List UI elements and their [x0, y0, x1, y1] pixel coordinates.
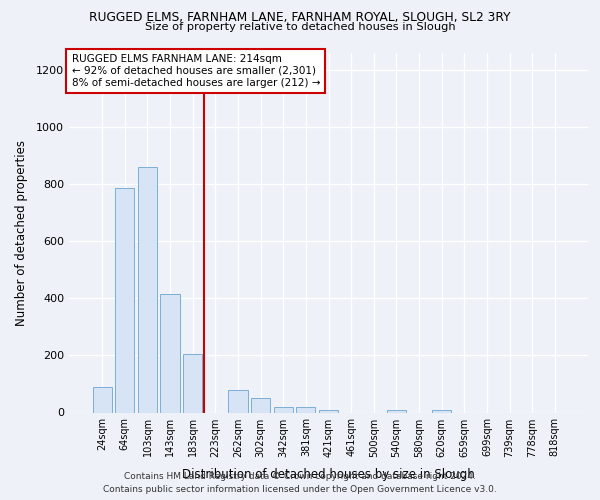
Y-axis label: Number of detached properties: Number of detached properties	[14, 140, 28, 326]
Bar	[432, 410, 451, 412]
Bar	[92, 387, 112, 412]
Bar	[387, 410, 406, 412]
Bar	[274, 407, 293, 412]
Bar	[160, 294, 180, 412]
Text: RUGGED ELMS FARNHAM LANE: 214sqm
← 92% of detached houses are smaller (2,301)
8%: RUGGED ELMS FARNHAM LANE: 214sqm ← 92% o…	[71, 54, 320, 88]
Text: Size of property relative to detached houses in Slough: Size of property relative to detached ho…	[145, 22, 455, 32]
Bar	[138, 167, 157, 412]
Text: RUGGED ELMS, FARNHAM LANE, FARNHAM ROYAL, SLOUGH, SL2 3RY: RUGGED ELMS, FARNHAM LANE, FARNHAM ROYAL…	[89, 11, 511, 24]
Bar	[229, 390, 248, 412]
Bar	[251, 398, 270, 412]
Bar	[296, 407, 316, 412]
Bar	[115, 188, 134, 412]
X-axis label: Distribution of detached houses by size in Slough: Distribution of detached houses by size …	[182, 468, 475, 481]
Text: Contains HM Land Registry data © Crown copyright and database right 2024.
Contai: Contains HM Land Registry data © Crown c…	[103, 472, 497, 494]
Bar	[183, 354, 202, 412]
Bar	[319, 410, 338, 412]
